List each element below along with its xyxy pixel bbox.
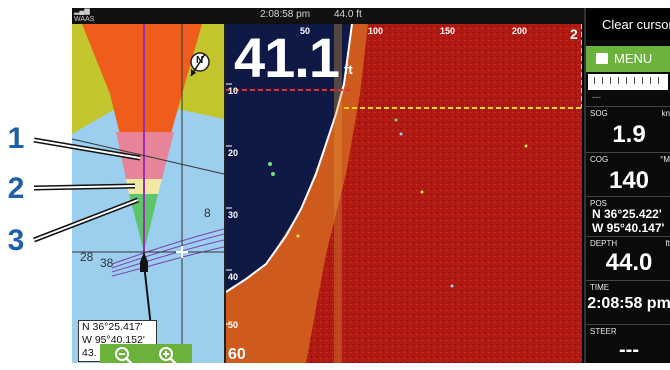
callout-3: 3 xyxy=(7,224,25,257)
digital-depth-unit: ft xyxy=(344,62,353,77)
depth-unit: ft xyxy=(665,239,670,248)
pos-label: POS xyxy=(590,199,607,208)
pos-field: POS N 36°25.422' W 95°40.147' xyxy=(586,196,670,237)
cog-field: COG °M 140 xyxy=(586,152,670,197)
range-scale-label: 50 xyxy=(300,26,311,36)
depth-scale-label: 30 xyxy=(228,210,239,220)
cog-label: COG xyxy=(590,155,609,164)
depth-label: DEPTH xyxy=(590,239,618,248)
cog-value: 140 xyxy=(608,167,650,194)
pos-latitude: N 36°25.422' xyxy=(592,207,662,221)
north-label: N xyxy=(196,55,204,66)
bottom-layer xyxy=(226,24,368,363)
depth-field: DEPTH ft 44.0 xyxy=(586,236,670,281)
depth-scale-label: 10 xyxy=(228,86,239,96)
depth-sounding: 8 xyxy=(204,206,211,220)
gps-signal-indicator: ▂▄▆ WAAS xyxy=(74,8,95,23)
sonar-image xyxy=(226,24,582,363)
status-bar: ▂▄▆ WAAS 2:08:58 pm 44.0 ft xyxy=(72,8,670,24)
range-scale-label: 2 xyxy=(570,26,578,42)
bottom-depth-scale: 60 xyxy=(228,346,246,363)
depth-sounding: 38 xyxy=(100,256,114,270)
zoom-controls xyxy=(100,344,192,363)
sog-field: SOG kn 1.9 xyxy=(586,106,670,153)
depth-value: 44.0 xyxy=(605,249,653,276)
steer-value: --- xyxy=(619,339,639,361)
zoom-in-icon xyxy=(159,347,177,363)
time-value: 2:08:58 pm xyxy=(587,295,670,312)
zoom-in-button[interactable] xyxy=(158,346,178,363)
cursor-extra: 43. xyxy=(82,347,97,359)
menu-label: MENU xyxy=(614,51,653,66)
sonar-panel[interactable]: 41.1 ft 50 100 150 200 2 10 20 30 40 50 … xyxy=(226,24,582,363)
status-time: 2:08:58 pm xyxy=(260,9,311,20)
depth-scale-label: 50 xyxy=(228,320,239,330)
water-column xyxy=(226,24,352,292)
time-field: TIME 2:08:58 pm xyxy=(586,280,670,325)
depth-scale-label: 40 xyxy=(228,272,239,282)
chart-map[interactable] xyxy=(72,24,224,363)
cursor-latitude: N 36°25.417' xyxy=(82,321,143,333)
time-label: TIME xyxy=(590,283,610,292)
pos-longitude: W 95°40.147' xyxy=(592,221,665,235)
steer-label: STEER xyxy=(590,327,617,336)
range-scale-label: 100 xyxy=(368,26,384,36)
callout-2: 2 xyxy=(7,172,25,205)
instrument-sidebar: Clear cursor MENU --- SOG kn 1.9 COG °M … xyxy=(584,8,670,363)
callout-1: 1 xyxy=(7,122,25,155)
depth-sounding: 28 xyxy=(80,250,94,264)
digital-depth-value: 41.1 xyxy=(234,26,340,89)
waas-label: WAAS xyxy=(74,16,95,23)
zoom-out-icon xyxy=(115,347,133,363)
range-scale-label: 200 xyxy=(512,26,528,36)
chart-panel[interactable]: N 8 28 38 N 36°25.417' W 95°40.152' 43. xyxy=(72,24,226,363)
clear-cursor-button[interactable]: Clear cursor xyxy=(586,10,670,40)
chartplotter-screen: ▂▄▆ WAAS 2:08:58 pm 44.0 ft xyxy=(72,8,670,363)
scale-ruler xyxy=(588,74,668,90)
menu-icon xyxy=(596,53,608,64)
range-scale-label: 150 xyxy=(440,26,456,36)
zoom-out-button[interactable] xyxy=(114,346,134,363)
cog-unit: °M xyxy=(660,155,670,164)
status-depth: 44.0 ft xyxy=(334,9,362,20)
steer-field: STEER --- xyxy=(586,324,670,363)
sog-label: SOG xyxy=(590,109,608,118)
vessel-icon xyxy=(140,252,148,272)
sog-unit: kn xyxy=(661,109,670,118)
blank-value: --- xyxy=(592,92,601,102)
cursor-longitude: W 95°40.152' xyxy=(82,334,145,346)
depth-scale-label: 20 xyxy=(228,148,239,158)
menu-button[interactable]: MENU xyxy=(586,46,670,72)
bottom-line xyxy=(226,24,353,293)
sog-value: 1.9 xyxy=(612,121,646,148)
